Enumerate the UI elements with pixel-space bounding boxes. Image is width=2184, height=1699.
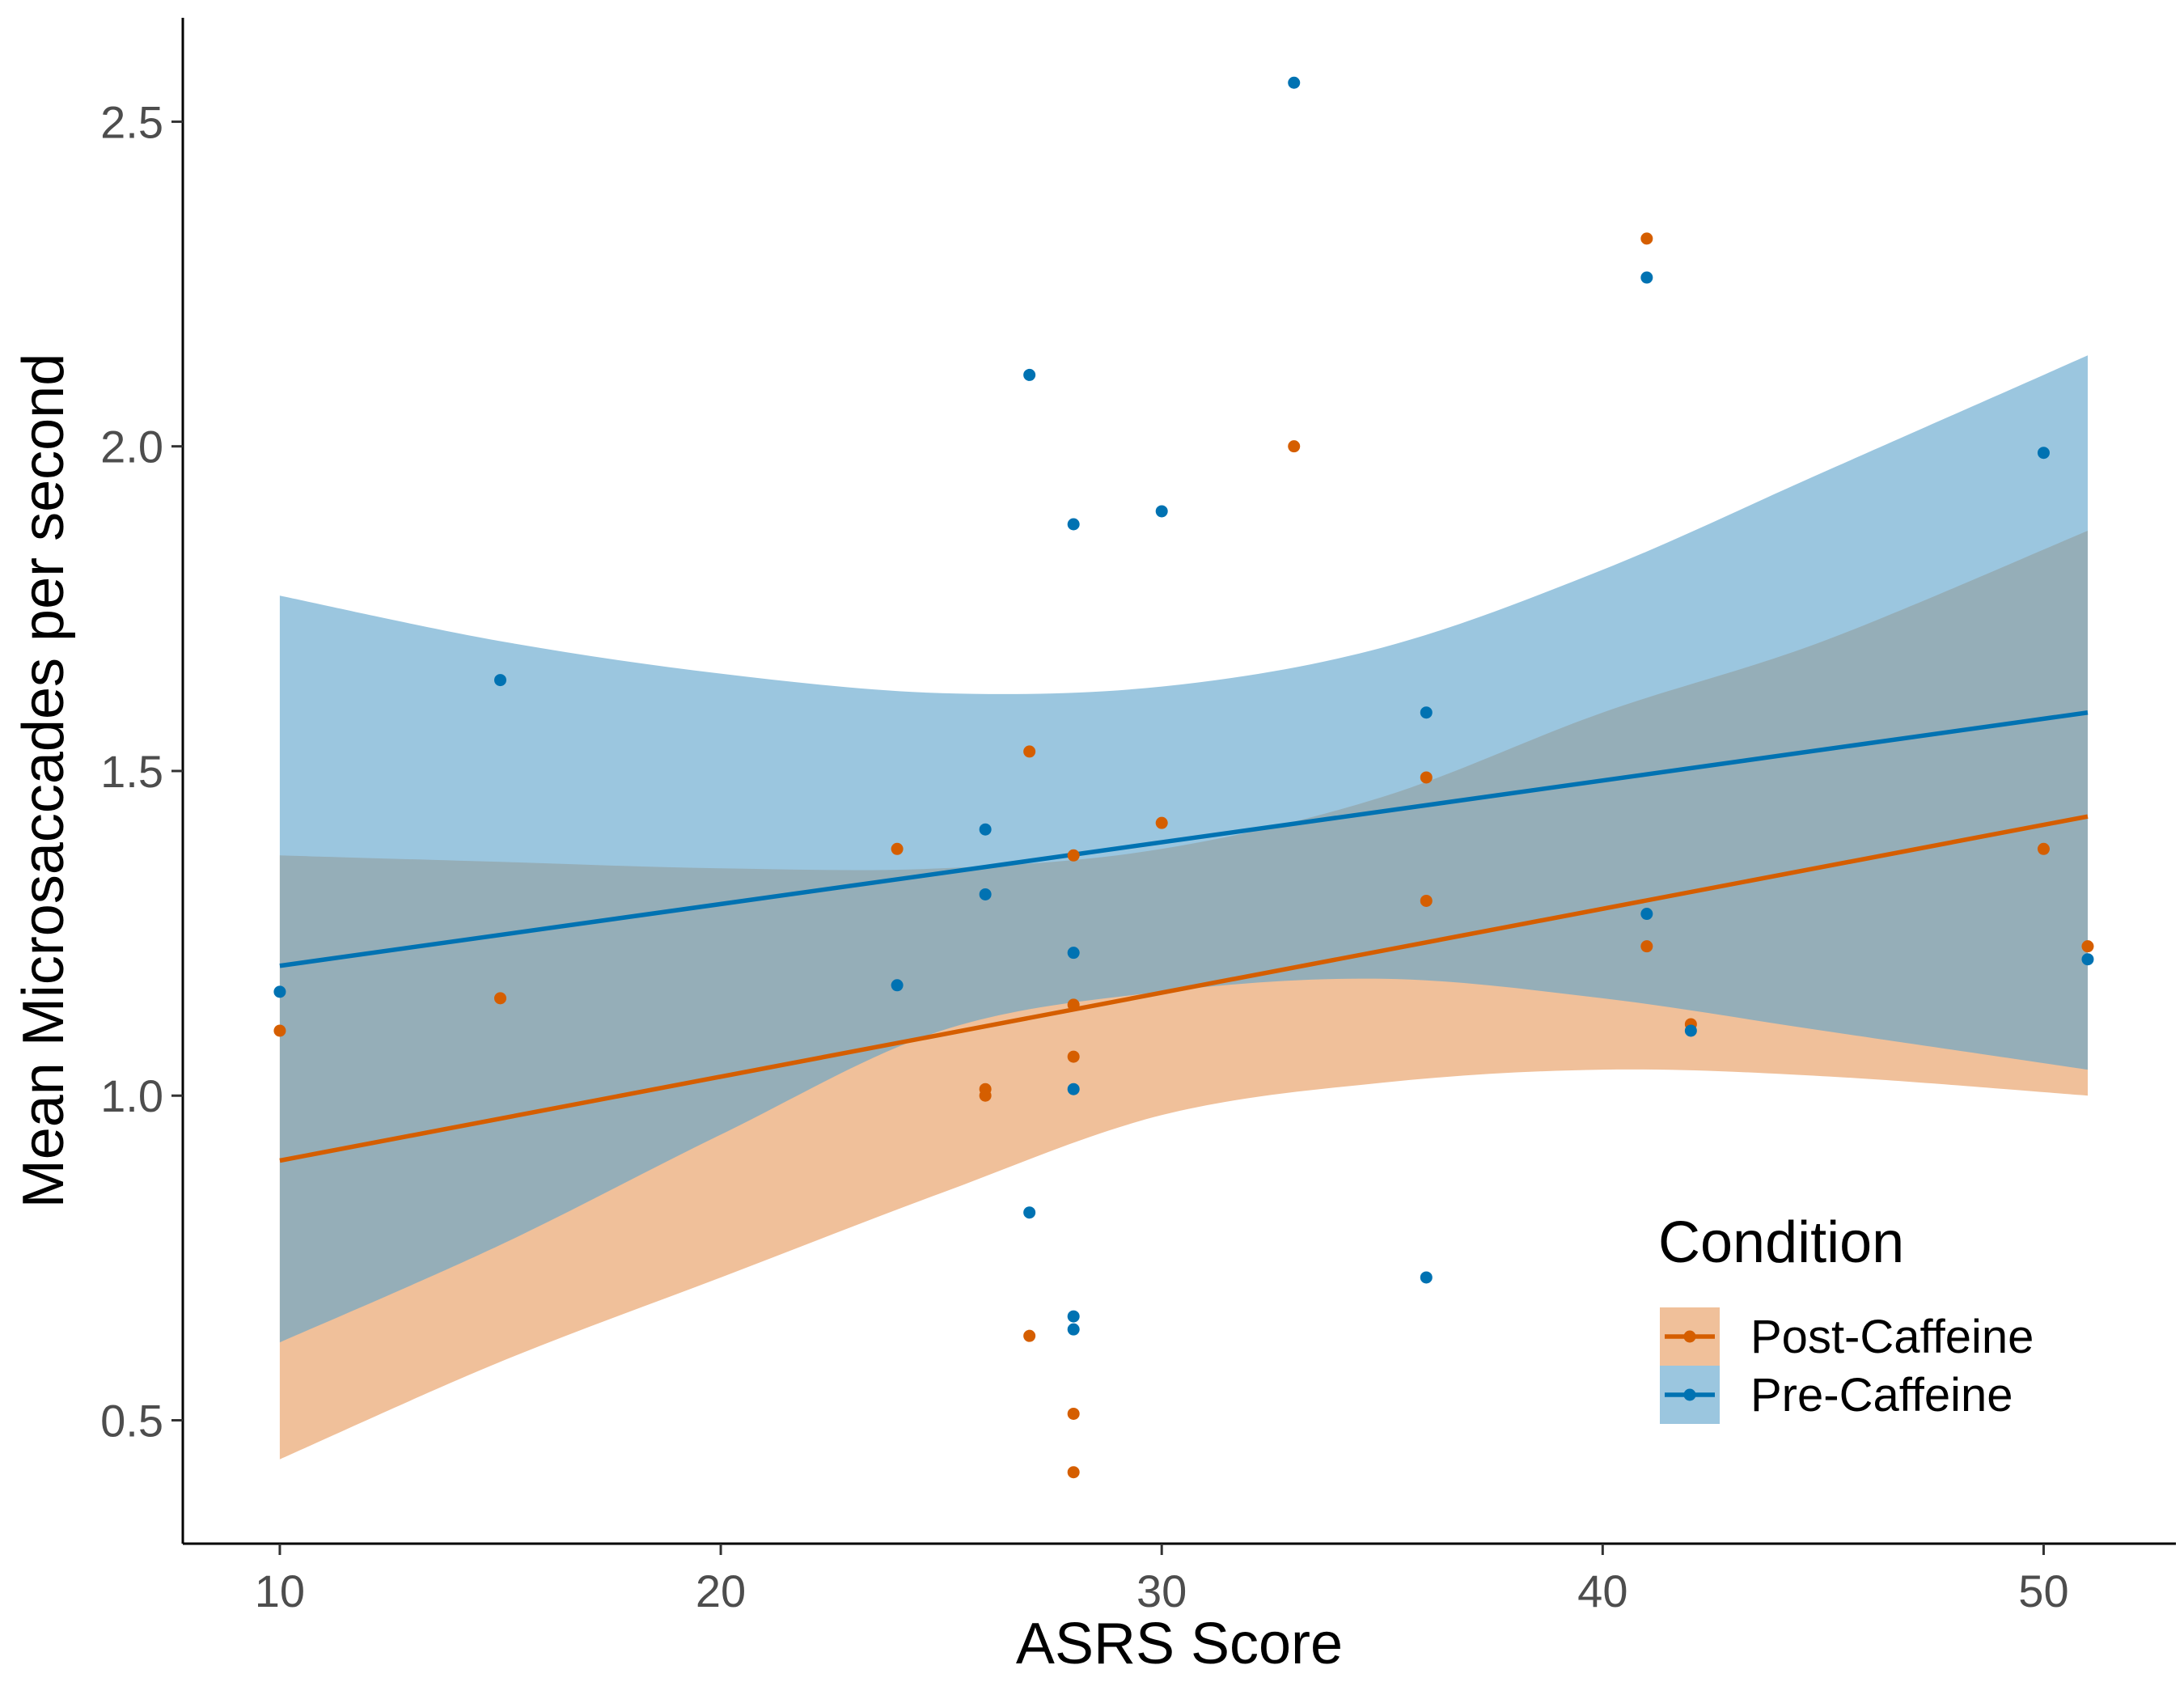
point-post-caffeine — [1067, 1407, 1080, 1420]
x-tick-label: 30 — [1136, 1566, 1187, 1616]
point-post-caffeine — [1288, 440, 1301, 453]
fit-line-pre-caffeine — [279, 710, 2089, 968]
ci-band-pre-caffeine — [279, 355, 2089, 1343]
x-tick-label: 10 — [255, 1566, 305, 1616]
x-axis-title: ASRS Score — [1016, 1612, 1343, 1676]
y-tick-label: 1.5 — [100, 746, 163, 797]
point-pre-caffeine — [1420, 706, 1433, 719]
y-axis-ticks: 0.5 1.0 1.5 2.0 2.5 — [100, 96, 183, 1447]
x-tick-label: 20 — [696, 1566, 746, 1616]
point-post-caffeine — [979, 1089, 992, 1102]
fit-line-post-caffeine — [279, 814, 2089, 1163]
point-pre-caffeine — [1640, 271, 1653, 284]
point-pre-caffeine — [1288, 76, 1301, 89]
point-pre-caffeine — [979, 823, 992, 836]
point-pre-caffeine — [1155, 505, 1168, 518]
point-post-caffeine — [1067, 1466, 1080, 1479]
legend-label-post-caffeine: Post-Caffeine — [1750, 1311, 2034, 1363]
data-points — [273, 76, 2094, 1479]
point-pre-caffeine — [979, 888, 992, 900]
point-post-caffeine — [1155, 816, 1168, 829]
point-pre-caffeine — [1023, 1206, 1036, 1219]
point-pre-caffeine — [1067, 1310, 1080, 1323]
confidence-bands — [279, 355, 2089, 1460]
point-pre-caffeine — [1023, 368, 1036, 381]
x-tick-label: 50 — [2018, 1566, 2068, 1616]
point-post-caffeine — [1023, 745, 1036, 758]
point-post-caffeine — [273, 1024, 286, 1037]
point-post-caffeine — [891, 842, 904, 855]
point-post-caffeine — [493, 992, 506, 1005]
point-pre-caffeine — [493, 674, 506, 687]
legend-title: Condition — [1658, 1210, 1904, 1275]
x-tick-label: 40 — [1577, 1566, 1627, 1616]
point-pre-caffeine — [1067, 1083, 1080, 1095]
legend-point-post-caffeine — [1683, 1330, 1696, 1343]
point-post-caffeine — [1420, 771, 1433, 784]
point-pre-caffeine — [1067, 518, 1080, 531]
axes — [181, 18, 2176, 1545]
legend-point-pre-caffeine — [1683, 1388, 1696, 1401]
point-pre-caffeine — [2081, 953, 2094, 966]
point-pre-caffeine — [891, 979, 904, 992]
point-pre-caffeine — [2037, 447, 2050, 460]
point-post-caffeine — [1023, 1329, 1036, 1342]
y-tick-label: 2.5 — [100, 96, 163, 147]
x-axis-ticks: 10 20 30 40 50 — [255, 1544, 2069, 1616]
y-axis-title: Mean Microsaccades per second — [11, 354, 76, 1209]
point-post-caffeine — [1640, 232, 1653, 245]
point-pre-caffeine — [1640, 908, 1653, 921]
point-post-caffeine — [1067, 998, 1080, 1011]
point-post-caffeine — [1420, 894, 1433, 907]
point-post-caffeine — [1067, 1050, 1080, 1063]
point-post-caffeine — [2081, 940, 2094, 953]
point-post-caffeine — [2037, 842, 2050, 855]
legend: Condition Post-Caffeine Pre-Caffeine — [1658, 1210, 2034, 1424]
y-tick-label: 1.0 — [100, 1070, 163, 1121]
regression-lines — [279, 710, 2089, 1163]
point-pre-caffeine — [1067, 1323, 1080, 1336]
y-tick-label: 2.0 — [100, 422, 163, 472]
point-pre-caffeine — [1067, 947, 1080, 960]
point-pre-caffeine — [273, 985, 286, 998]
point-post-caffeine — [1067, 849, 1080, 862]
point-pre-caffeine — [1684, 1024, 1697, 1037]
y-tick-label: 0.5 — [100, 1396, 163, 1447]
point-post-caffeine — [1640, 940, 1653, 953]
legend-label-pre-caffeine: Pre-Caffeine — [1750, 1369, 2013, 1421]
point-pre-caffeine — [1420, 1271, 1433, 1284]
